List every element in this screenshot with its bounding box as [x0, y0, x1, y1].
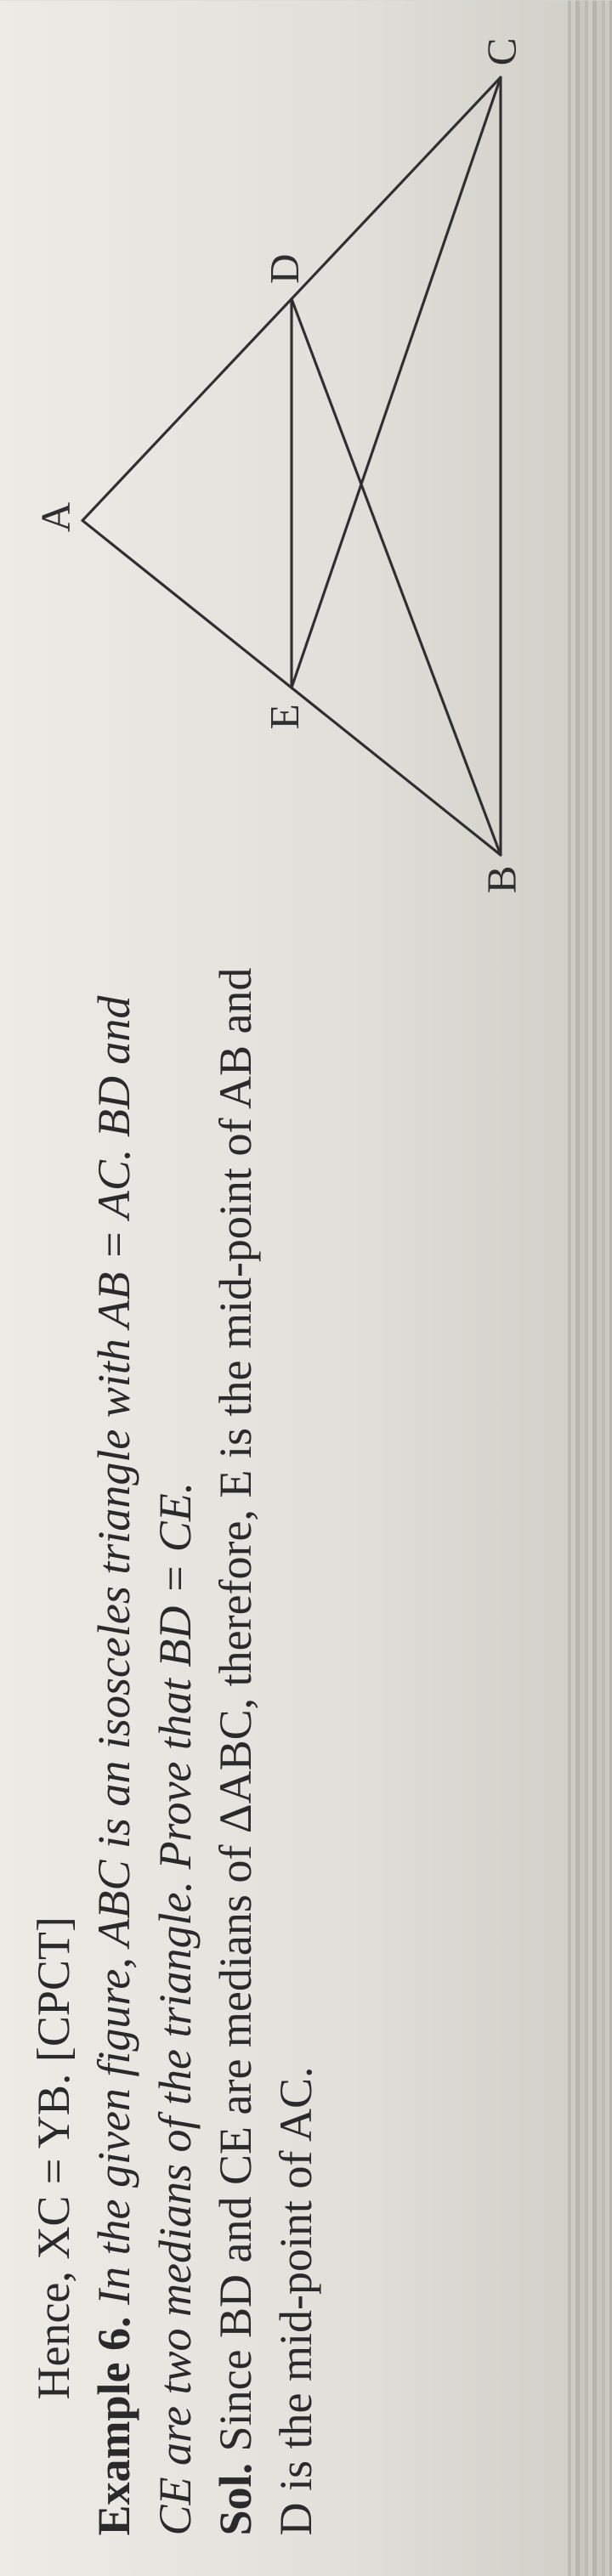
figure-column: A B C E D — [24, 20, 604, 912]
vertex-label-A: A — [32, 501, 78, 532]
hence-line: Hence, XC = YB. [CPCT] — [24, 937, 84, 2535]
solution-block: Sol. Since BD and CE are medians of ΔABC… — [206, 937, 327, 2535]
example-body: In the given figure, ABC is an isosceles… — [88, 995, 200, 2535]
text-column: Hence, XC = YB. [CPCT] Example 6. In the… — [24, 912, 604, 2535]
vertex-label-D: D — [261, 253, 308, 284]
sol-body: Since BD and CE are medians of ΔABC, the… — [210, 967, 321, 2535]
triangle-labels: A B C E D — [32, 37, 525, 893]
page-edge-texture — [568, 0, 612, 2576]
sol-label: Sol. — [210, 2462, 261, 2535]
vertex-label-C: C — [479, 37, 525, 65]
triangle-edges — [82, 77, 501, 855]
vertex-label-E: E — [261, 704, 308, 729]
vertex-label-B: B — [479, 865, 525, 893]
example-block: Example 6. In the given figure, ABC is a… — [84, 937, 206, 2535]
triangle-diagram: A B C E D — [32, 20, 551, 912]
example-label: Example 6. — [88, 2316, 139, 2535]
page-scan: Hence, XC = YB. [CPCT] Example 6. In the… — [0, 0, 612, 2576]
